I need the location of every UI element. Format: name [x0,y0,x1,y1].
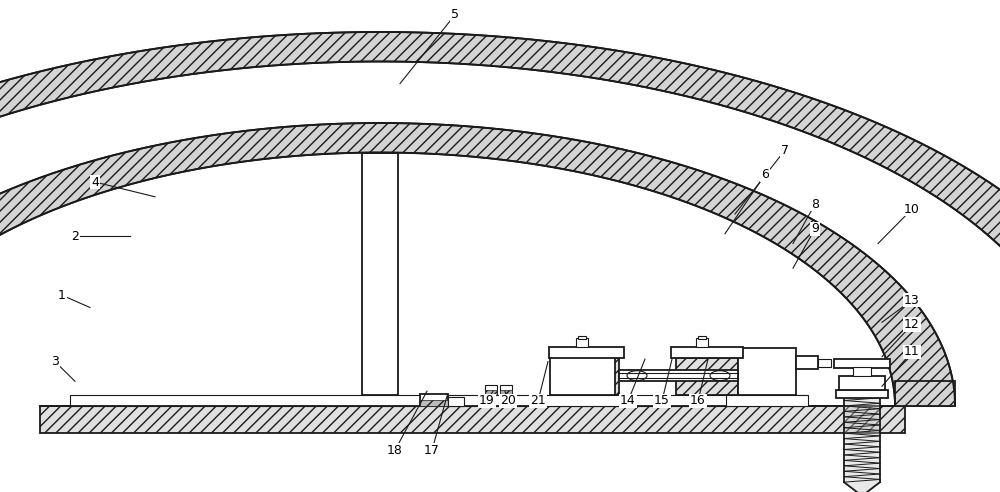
Text: 4: 4 [91,176,99,188]
Bar [696,338,708,347]
Text: 16: 16 [690,395,706,407]
Polygon shape [0,32,1000,406]
Bar [836,390,888,398]
Bar [500,390,512,395]
Polygon shape [0,123,955,406]
Text: 20: 20 [500,395,516,407]
Text: 10: 10 [904,203,920,215]
Text: 19: 19 [479,395,495,407]
Text: 1: 1 [58,289,66,302]
Text: 11: 11 [904,345,920,358]
Bar [40,406,905,433]
Bar [420,400,448,406]
Polygon shape [844,395,880,492]
Text: 14: 14 [620,395,636,407]
Text: 17: 17 [424,444,440,457]
Bar [853,367,871,376]
Bar [554,358,619,395]
Bar [448,397,464,406]
Bar [578,336,586,339]
Text: 15: 15 [654,395,670,407]
Bar [420,394,448,406]
Bar [500,385,512,395]
Text: 9: 9 [811,222,819,235]
Bar [726,395,808,406]
Text: 21: 21 [530,395,546,407]
Bar [485,385,497,395]
Text: 18: 18 [387,444,403,457]
Bar [698,336,706,339]
Bar [538,395,627,406]
Bar [70,395,805,406]
Bar [738,348,796,395]
Text: 3: 3 [51,355,59,368]
Text: 2: 2 [71,230,79,243]
Bar [576,338,588,347]
Bar [550,348,615,395]
Text: 8: 8 [811,198,819,211]
Text: 12: 12 [904,318,920,331]
Text: 5: 5 [451,8,459,21]
Bar [676,358,738,395]
Bar [895,381,955,406]
Bar [796,356,818,369]
Bar [671,347,743,358]
Bar [485,390,497,395]
Text: 13: 13 [904,294,920,307]
Text: 7: 7 [781,144,789,156]
Bar [839,376,885,390]
Bar [362,153,398,395]
Bar [619,370,738,381]
Text: 6: 6 [761,168,769,181]
Bar [818,359,831,368]
Bar [834,359,890,368]
Bar [549,347,624,358]
